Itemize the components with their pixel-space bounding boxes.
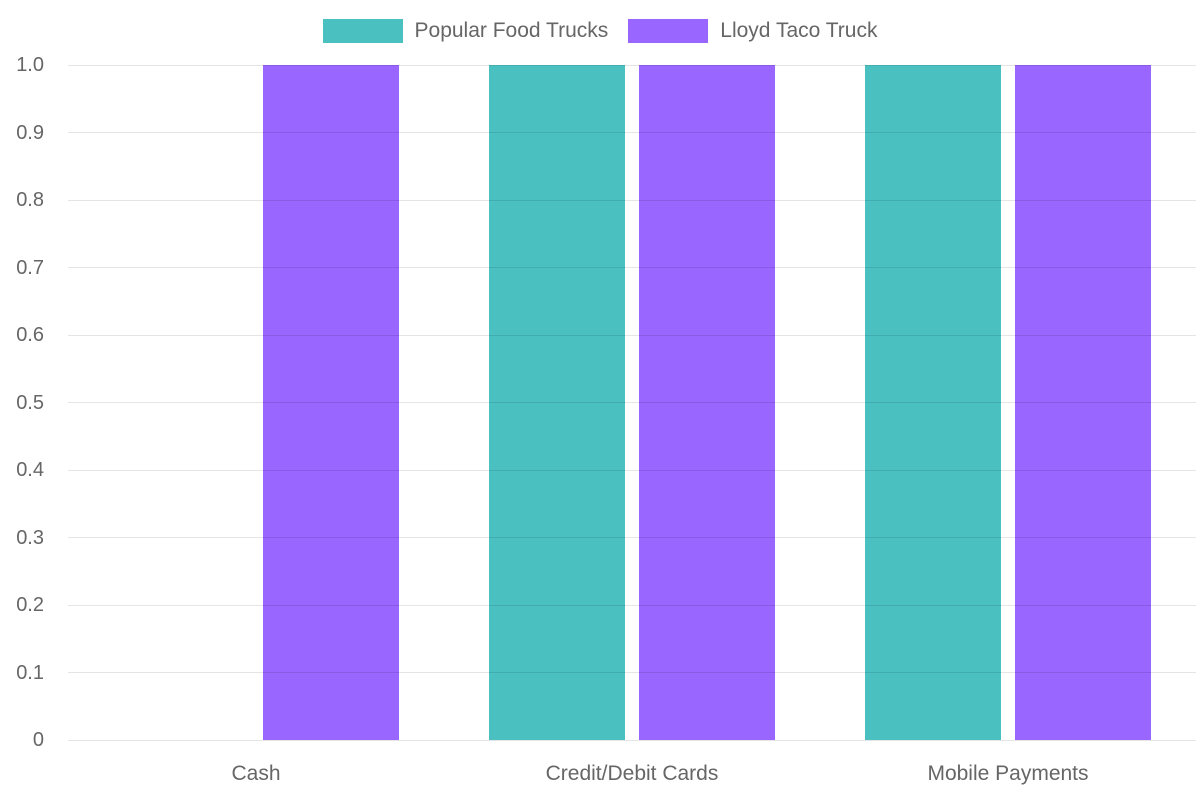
legend-label: Lloyd Taco Truck: [720, 19, 878, 42]
y-tick-label-0.7: 0.7: [16, 256, 44, 279]
legend-label: Popular Food Trucks: [414, 19, 609, 42]
y-tick-label-0.4: 0.4: [16, 459, 44, 481]
legend-item-lloyd-taco-truck[interactable]: Lloyd Taco Truck: [628, 19, 877, 43]
gridline-0.9: [68, 132, 1196, 133]
bar-lloyd-taco-truck-mobile-payments: [1015, 65, 1151, 740]
x-category-label-mobile-payments: Mobile Payments: [927, 762, 1089, 785]
legend-item-popular-food-trucks[interactable]: Popular Food Trucks: [322, 19, 609, 43]
gridline-0: [68, 739, 1196, 741]
gridline-0.1: [68, 672, 1196, 673]
y-tick-label-0.8: 0.8: [16, 189, 44, 211]
y-tick-label-0.5: 0.5: [16, 391, 44, 414]
gridline-0.8: [68, 199, 1196, 201]
y-tick-label-1.0: 1.0: [16, 54, 44, 76]
gridline-0.7: [68, 267, 1196, 268]
gridline-0.6: [68, 334, 1196, 336]
y-tick-label-0: 0: [32, 729, 44, 751]
y-tick-label-0.9: 0.9: [16, 121, 44, 144]
gridline-0.4: [68, 469, 1196, 471]
y-tick-label-0.3: 0.3: [16, 526, 44, 549]
gridline-0.3: [68, 537, 1196, 538]
bar-lloyd-taco-truck-credit-debit-cards: [639, 65, 775, 740]
bar-popular-food-trucks-credit-debit-cards: [489, 65, 625, 740]
x-category-label-cash: Cash: [231, 762, 281, 785]
y-tick-label-0.1: 0.1: [16, 661, 44, 684]
plot-area: [68, 64, 1196, 741]
gridline-0.2: [68, 604, 1196, 606]
legend-swatch-icon: [628, 19, 709, 43]
y-tick-label-0.2: 0.2: [16, 594, 44, 616]
y-tick-label-0.6: 0.6: [16, 324, 44, 346]
chart-legend: Popular Food Trucks Lloyd Taco Truck: [0, 17, 1200, 45]
bar-lloyd-taco-truck-cash: [263, 65, 399, 740]
gridline-0.5: [68, 402, 1196, 403]
gridline-1.0: [68, 64, 1196, 66]
x-category-label-credit-debit-cards: Credit/Debit Cards: [545, 762, 719, 785]
legend-swatch-icon: [322, 19, 403, 43]
bar-popular-food-trucks-mobile-payments: [865, 65, 1001, 740]
